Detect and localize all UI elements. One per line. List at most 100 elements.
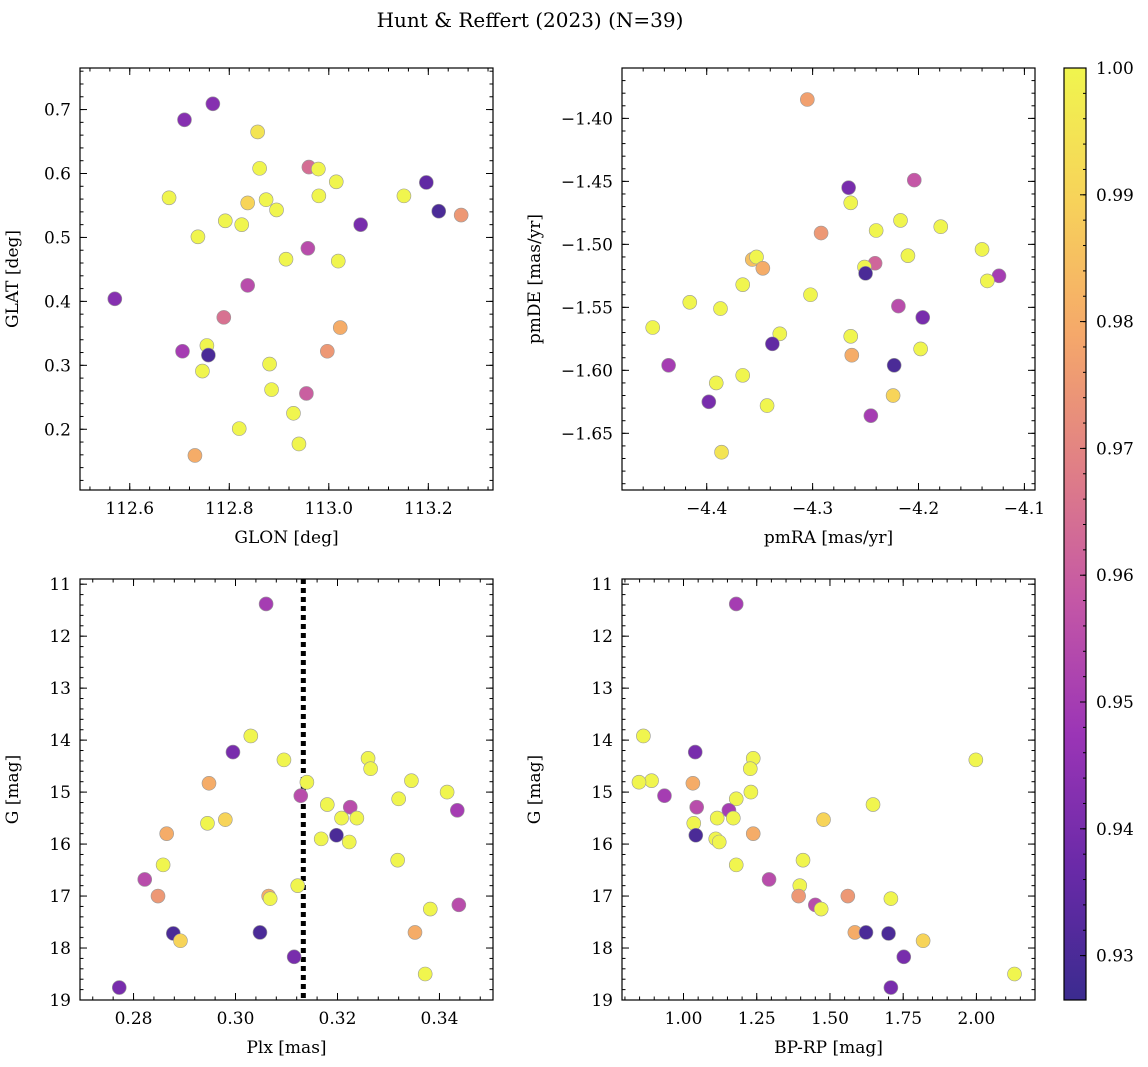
colorbar-tick-label: 0.96: [1096, 566, 1134, 586]
scatter-point: [682, 295, 698, 310]
scatter-point: [711, 834, 727, 850]
scatter-point: [868, 223, 884, 238]
scatter-point: [240, 278, 255, 293]
colorbar-tick-label: 0.94: [1096, 820, 1134, 840]
scatter-point: [291, 436, 307, 452]
axes-frame: [621, 67, 1036, 491]
x-tick-label: 1.75: [884, 1009, 922, 1029]
scatter-point: [844, 347, 860, 363]
scatter-point: [293, 788, 309, 804]
x-tick-label: 112.8: [205, 499, 254, 519]
y-tick-label: 0.5: [44, 228, 71, 248]
scatter-point: [155, 857, 171, 873]
x-tick-label: 1.25: [738, 1009, 776, 1029]
scatter-point: [865, 797, 881, 812]
y-tick-label: 12: [49, 627, 71, 647]
scatter-point: [231, 421, 247, 436]
scatter-point: [451, 897, 467, 913]
scatter-point: [390, 852, 405, 868]
x-tick-label: −4.4: [686, 499, 727, 519]
x-tick-label: −4.3: [792, 499, 833, 519]
scatter-point: [330, 253, 346, 269]
scatter-point: [735, 277, 751, 292]
scatter-point: [422, 901, 438, 917]
x-tick-label: 113.2: [404, 499, 453, 519]
scatter-point: [843, 195, 859, 211]
scatter-point: [353, 217, 368, 232]
scatter-point: [175, 343, 190, 359]
scatter-point: [686, 815, 702, 831]
scatter-point: [885, 388, 901, 403]
scatter-point: [657, 788, 672, 804]
scatter-point: [201, 347, 216, 363]
scatter-point: [320, 343, 335, 359]
scatter-point: [813, 225, 829, 241]
axes-frame: [79, 67, 494, 491]
scatter-point: [262, 356, 277, 372]
scatter-point: [709, 810, 725, 826]
scatter-point: [234, 217, 250, 232]
y-tick-label: −1.40: [561, 109, 613, 129]
y-tick-label: 19: [49, 991, 71, 1011]
colorbar-tick-label: 0.95: [1096, 693, 1134, 713]
y-axis-label: G [mag]: [3, 755, 23, 824]
scatter-point: [688, 827, 704, 843]
scatter-point: [342, 799, 358, 815]
scatter-point: [195, 363, 210, 379]
scatter-point: [701, 394, 717, 410]
scatter-points: [645, 92, 1007, 460]
scatter-point: [407, 925, 423, 940]
scatter-point: [311, 188, 327, 204]
y-tick-label: 11: [591, 575, 613, 595]
scatter-point: [431, 203, 447, 219]
scatter-point: [404, 773, 419, 788]
scatter-point: [269, 202, 284, 218]
scatter-point: [250, 124, 265, 140]
x-axis-label: Plx [mas]: [246, 1038, 326, 1058]
scatter-point: [216, 310, 232, 325]
x-axis-label: BP-RP [mag]: [774, 1038, 883, 1058]
x-tick-label: 112.6: [105, 499, 154, 519]
scatter-point: [258, 192, 274, 208]
scatter-points: [631, 596, 1022, 995]
scatter-point: [974, 242, 990, 257]
colorbar-gradient: [1063, 67, 1087, 1001]
scatter-point: [915, 310, 931, 325]
scatter-point: [159, 826, 174, 841]
scatter-point: [685, 775, 701, 791]
y-tick-label: −1.60: [561, 361, 613, 381]
axis-ticks: [621, 68, 1035, 490]
x-tick-label: −4.2: [898, 499, 939, 519]
scatter-point: [363, 761, 378, 777]
y-tick-label: 18: [49, 939, 71, 959]
scatter-point: [896, 949, 912, 965]
x-tick-label: 1.50: [811, 1009, 849, 1029]
scatter-point: [252, 161, 267, 176]
y-tick-label: 0.4: [44, 292, 71, 312]
scatter-point: [453, 207, 469, 223]
figure-title: Hunt & Reffert (2023) (N=39): [377, 8, 684, 32]
scatter-point: [258, 596, 274, 612]
scatter-point: [687, 744, 703, 760]
y-tick-label: 11: [49, 575, 71, 595]
axis-ticks: [80, 68, 493, 490]
scatter-point: [713, 301, 728, 316]
y-tick-label: 0.3: [44, 356, 71, 376]
scatter-point: [813, 901, 829, 917]
y-axis-label: GLAT [deg]: [3, 230, 23, 328]
x-tick-label: 0.34: [421, 1009, 459, 1029]
scatter-point: [286, 405, 301, 421]
y-tick-label: −1.45: [561, 172, 613, 192]
y-tick-label: 0.7: [44, 101, 71, 121]
scatter-point: [900, 248, 916, 263]
y-tick-label: 14: [591, 731, 613, 751]
y-tick-label: 16: [591, 835, 613, 855]
x-tick-label: 2.00: [957, 1009, 995, 1029]
y-tick-label: 19: [591, 991, 613, 1011]
scatter-point: [913, 341, 928, 357]
scatter-point: [328, 174, 344, 190]
scatter-point: [728, 596, 744, 612]
x-tick-label: 1.00: [665, 1009, 703, 1029]
scatter-point: [217, 213, 233, 229]
